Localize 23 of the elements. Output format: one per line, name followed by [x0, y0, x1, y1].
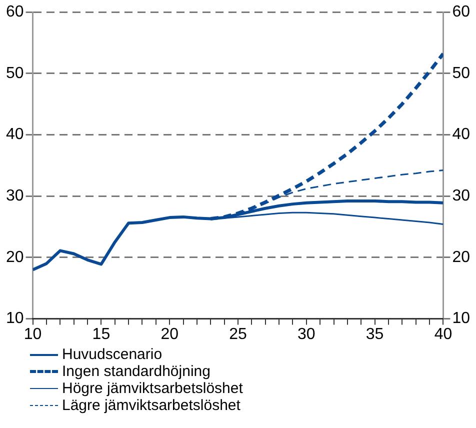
- y-tick-label: 60: [6, 3, 24, 20]
- x-tick-label: 35: [366, 326, 384, 343]
- y-tick-label: 50: [6, 64, 24, 82]
- x-tick-label: 30: [298, 326, 316, 343]
- y2-tick-label: 30: [452, 187, 470, 204]
- x-tick-label: 10: [24, 326, 42, 343]
- y2-tick-label: 60: [452, 3, 470, 20]
- y-tick-label: 20: [6, 248, 24, 266]
- y-tick-label: 30: [6, 187, 24, 204]
- x-tick-label: 15: [92, 326, 110, 343]
- x-tick-label: 40: [434, 326, 452, 343]
- y2-tick-label: 50: [452, 64, 470, 82]
- legend-label: Lägre jämviktsarbetslöshet: [62, 397, 240, 414]
- y2-tick-label: 10: [452, 310, 470, 328]
- y2-tick-label: 40: [452, 126, 470, 144]
- legend-label: Huvudscenario: [62, 346, 162, 363]
- x-tick-label: 20: [160, 326, 179, 343]
- legend-label: Ingen standardhöjning: [62, 363, 210, 380]
- legend-label: Högre jämviktsarbetslöshet: [62, 380, 243, 397]
- y-tick-label: 40: [6, 126, 24, 144]
- x-tick-label: 25: [229, 326, 247, 343]
- y2-tick-label: 20: [452, 248, 470, 266]
- y-tick-label: 10: [6, 310, 24, 328]
